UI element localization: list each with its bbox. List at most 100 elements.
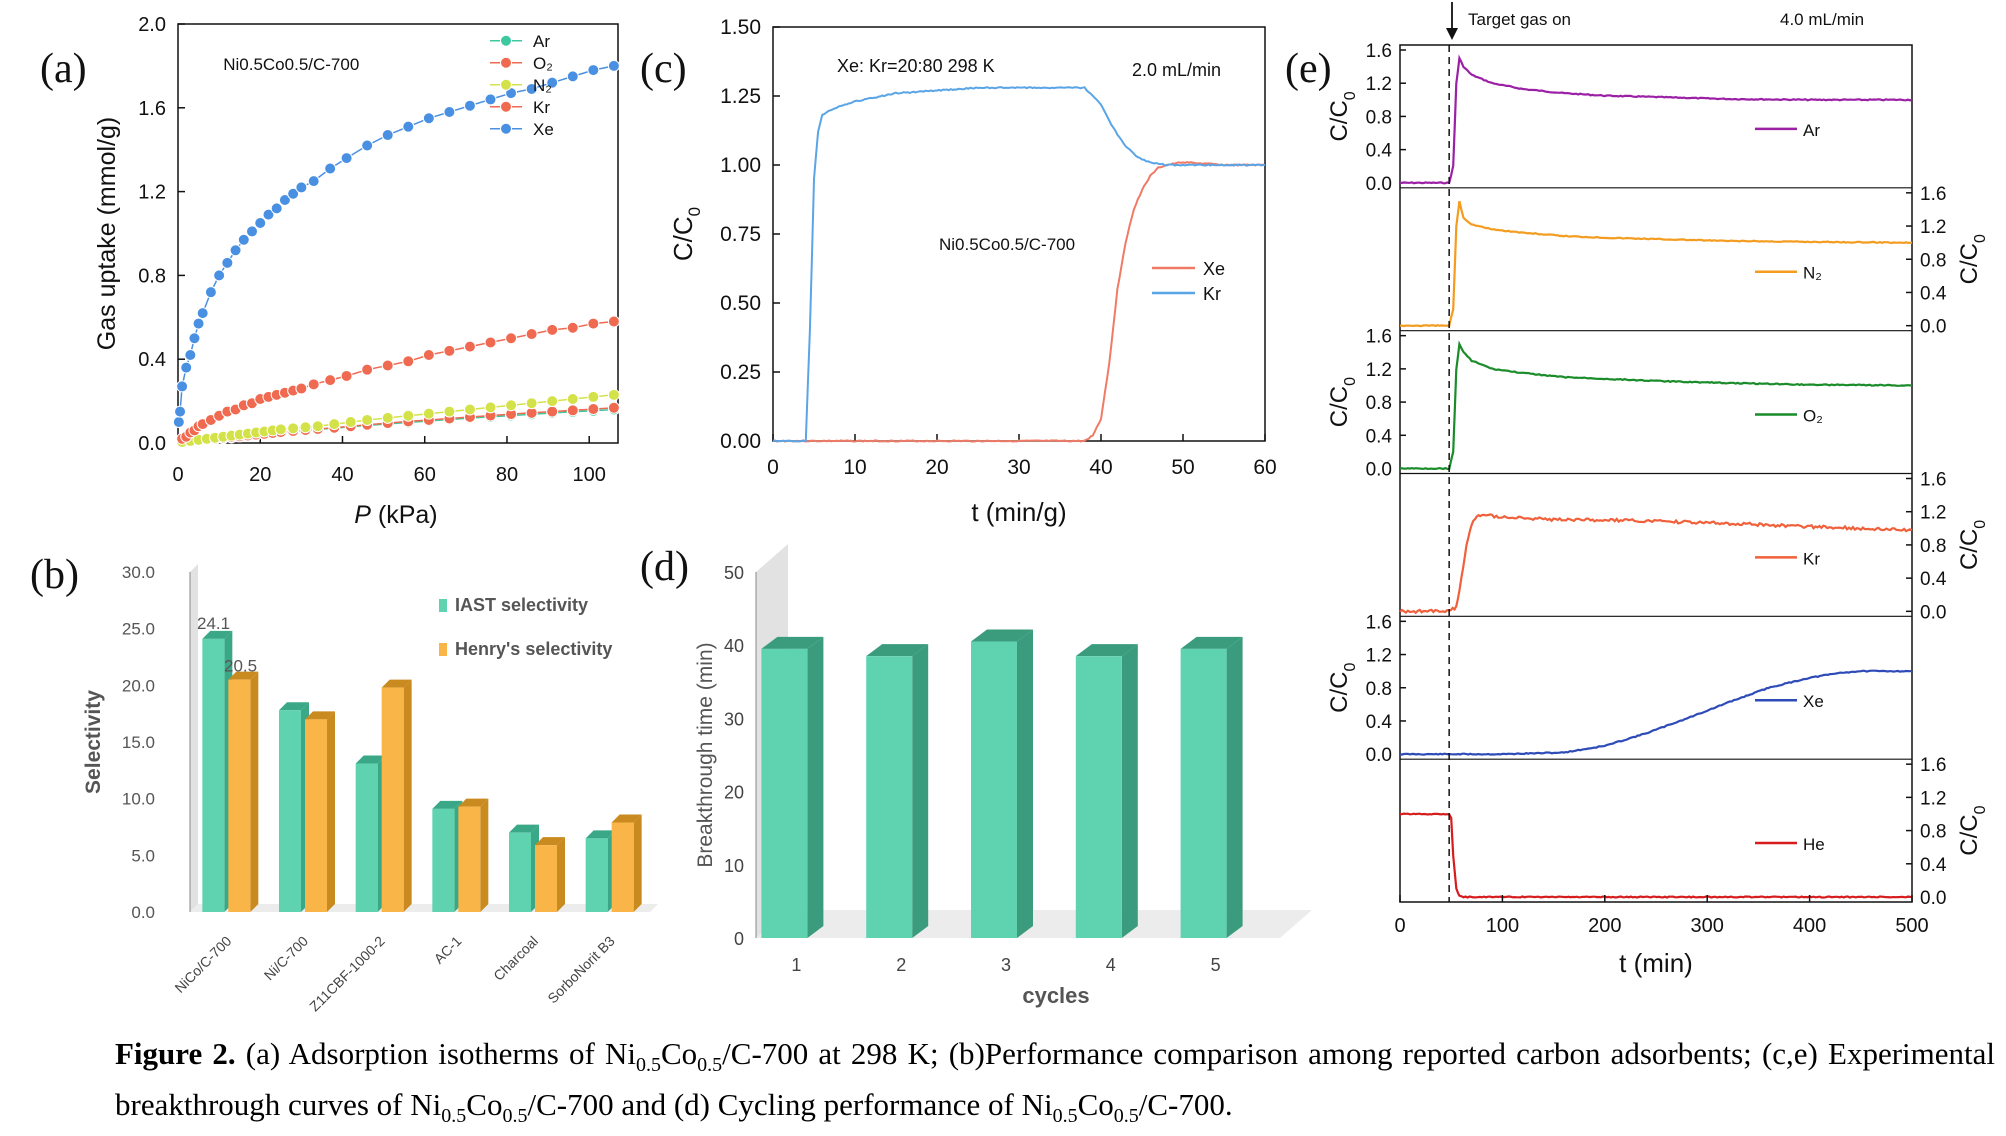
data-point: [180, 361, 193, 374]
bar-side: [633, 814, 642, 912]
y-tick-label: 0.8: [1920, 250, 1946, 271]
x-tick-label: 60: [1253, 456, 1276, 479]
caption-text: /C-700 at 298 K; (b)Performance comparis…: [115, 1036, 1995, 1123]
category-label: SorboNorit B3: [544, 933, 618, 1007]
y-tick-label: 0.4: [1366, 141, 1393, 162]
x-tick-label: 500: [1895, 915, 1928, 937]
series-line-Xe: [1399, 669, 1913, 756]
y-tick-label: 0.4: [1920, 283, 1947, 304]
y-tick-label: 0.00: [720, 430, 761, 453]
y-tick-label: 0.8: [1366, 393, 1392, 414]
legend-label: Xe: [1203, 259, 1225, 279]
y-tick-label: 0.8: [1920, 536, 1946, 557]
series-line-Kr: [1399, 513, 1913, 615]
y-tick-label: 0.8: [1366, 107, 1392, 128]
bar: [355, 763, 378, 912]
data-point: [566, 404, 579, 417]
data-point: [188, 332, 201, 345]
y-tick-label: 1.6: [1920, 184, 1946, 205]
caption-sub: 0.5: [1052, 1105, 1078, 1128]
series-line-N₂: [1399, 200, 1913, 328]
data-point: [340, 152, 353, 165]
legend-label: Kr: [1203, 284, 1221, 304]
legend-swatch: [439, 643, 447, 656]
series-line-Xe: [772, 161, 1266, 443]
category-label: Ni/C-700: [261, 933, 312, 984]
data-point: [525, 397, 538, 410]
bar-top: [279, 702, 309, 711]
x-tick-label: 0: [1394, 915, 1405, 937]
x-tick-label: 60: [414, 464, 436, 486]
caption-sub: 0.5: [1113, 1105, 1139, 1128]
bar-side: [557, 837, 565, 912]
y-axis-label: Selectivity: [82, 690, 105, 794]
data-label: 24.1: [197, 614, 230, 633]
bar-top: [305, 711, 335, 720]
bar: [279, 710, 301, 912]
data-point: [213, 269, 226, 282]
x-tick-label: 40: [331, 464, 353, 486]
data-point: [246, 225, 259, 238]
bar: [305, 719, 327, 912]
bar-side: [1017, 629, 1033, 938]
y-tick-label: 0.4: [1920, 855, 1947, 876]
data-point: [463, 340, 476, 353]
data-point: [484, 93, 497, 106]
data-point: [299, 421, 312, 434]
caption-text: /C-700 and (d) Cycling performance of Ni: [527, 1087, 1053, 1123]
legend-label: N₂: [533, 76, 552, 95]
panel-a-subtitle: Ni0.5Co0.5/C-700: [223, 55, 359, 74]
data-point: [587, 64, 600, 77]
data-point: [546, 76, 559, 89]
panel-label-b: (b): [30, 552, 79, 598]
y-tick-label: 0.0: [1366, 745, 1392, 766]
annotation: Xe: Kr=20:80 298 K: [837, 56, 995, 76]
bar-side: [327, 711, 335, 912]
bar: [1075, 656, 1122, 938]
bar: [381, 687, 404, 912]
x-axis-label: P (kPa): [354, 501, 437, 529]
data-point: [422, 407, 435, 420]
data-point: [546, 395, 559, 408]
y-tick-label: 1.2: [138, 182, 166, 204]
legend-marker: [500, 56, 512, 69]
data-point: [566, 321, 579, 334]
bar-side: [807, 636, 824, 938]
y-tick-label: 30.0: [122, 563, 155, 582]
y-tick-label: 5.0: [131, 846, 155, 865]
data-point: [607, 401, 620, 414]
bar-top: [355, 755, 386, 764]
data-point: [344, 416, 357, 429]
category-label: 3: [1001, 955, 1011, 975]
caption-sub: 0.5: [502, 1105, 528, 1128]
data-point: [361, 363, 374, 376]
bar-top: [202, 630, 233, 639]
data-point: [525, 328, 538, 341]
series-line-Kr: [772, 86, 1266, 443]
y-tick-label: 40: [724, 636, 744, 656]
data-point: [311, 420, 324, 433]
legend-marker: [500, 100, 512, 113]
legend-label: Kr: [1803, 549, 1820, 568]
annotation: 2.0 mL/min: [1132, 60, 1221, 80]
y-tick-label: 1.6: [138, 98, 166, 120]
caption-sub: 0.5: [697, 1054, 723, 1077]
back-wall: [190, 564, 198, 912]
bar-top: [1075, 644, 1138, 657]
data-point: [324, 374, 337, 387]
y-tick-label: 0.4: [138, 349, 166, 371]
bar: [458, 806, 481, 912]
legend-label: He: [1803, 835, 1825, 854]
data-point: [295, 181, 308, 194]
y-axis-label: C/C0: [668, 207, 704, 261]
bar: [202, 638, 225, 912]
x-tick-label: 20: [925, 456, 948, 479]
data-point: [361, 139, 374, 152]
data-point: [505, 332, 518, 345]
y-tick-label: 0.4: [1366, 426, 1393, 447]
x-axis-label: cycles: [1022, 983, 1089, 1008]
panel-label-c: (c): [640, 46, 687, 92]
y-tick-label: 1.2: [1920, 788, 1946, 809]
data-point: [546, 323, 559, 336]
